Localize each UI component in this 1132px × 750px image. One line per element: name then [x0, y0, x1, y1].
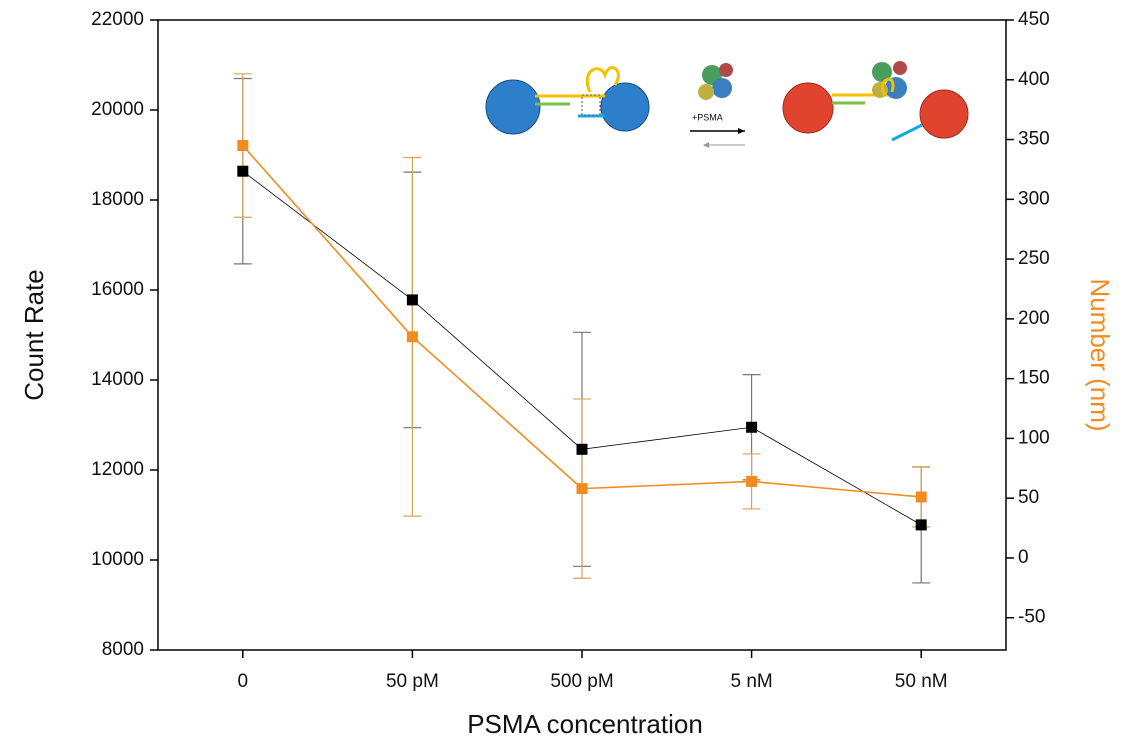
marker: [746, 475, 758, 487]
illustration: +PSMA: [485, 61, 969, 148]
aptamer: [585, 66, 620, 93]
particle: [600, 82, 650, 132]
y-tick-label: 22000: [91, 9, 144, 30]
marker: [576, 443, 588, 455]
y-tick-label: 12000: [91, 459, 144, 480]
x-tick-label: 0: [238, 671, 249, 692]
y2-tick-label: 250: [1018, 248, 1050, 269]
particle: [782, 82, 834, 134]
protein: [698, 63, 733, 100]
y2-tick-label: 450: [1018, 9, 1050, 30]
box: [581, 94, 601, 116]
arrow-head: [703, 142, 709, 148]
x-tick-label: 5 nM: [730, 671, 772, 692]
y-axis-title: Count Rate: [19, 269, 49, 401]
x-tick-label: 50 pM: [386, 671, 439, 692]
x-tick-label: 50 nM: [895, 671, 948, 692]
y2-tick-label: 0: [1018, 547, 1029, 568]
y2-tick-label: 100: [1018, 427, 1050, 448]
y-tick-label: 14000: [91, 369, 144, 390]
y2-tick-label: 200: [1018, 308, 1050, 329]
marker: [746, 421, 758, 433]
x-axis-title: PSMA concentration: [467, 709, 703, 739]
y2-tick-label: 50: [1018, 487, 1039, 508]
marker: [915, 491, 927, 503]
marker: [406, 294, 418, 306]
marker: [406, 331, 418, 343]
marker: [915, 519, 927, 531]
y-tick-label: 18000: [91, 189, 144, 210]
y-tick-label: 10000: [91, 549, 144, 570]
y2-axis-title: Number (nm): [1085, 278, 1115, 431]
y2-tick-label: -50: [1018, 607, 1045, 628]
y-tick-label: 20000: [91, 99, 144, 120]
particle: [919, 89, 969, 139]
marker: [237, 140, 249, 152]
y2-tick-label: 300: [1018, 188, 1050, 209]
y2-tick-label: 150: [1018, 368, 1050, 389]
marker: [237, 165, 249, 177]
particle: [485, 79, 541, 135]
protein: [872, 61, 907, 99]
y-tick-label: 8000: [102, 639, 144, 660]
x-tick-label: 500 pM: [550, 671, 613, 692]
strand: [891, 123, 923, 142]
arrow-head: [738, 128, 745, 134]
annotation: +PSMA: [692, 112, 723, 122]
y-tick-label: 16000: [91, 279, 144, 300]
marker: [576, 483, 588, 495]
y2-tick-label: 400: [1018, 69, 1050, 90]
y2-tick-label: 350: [1018, 129, 1050, 150]
